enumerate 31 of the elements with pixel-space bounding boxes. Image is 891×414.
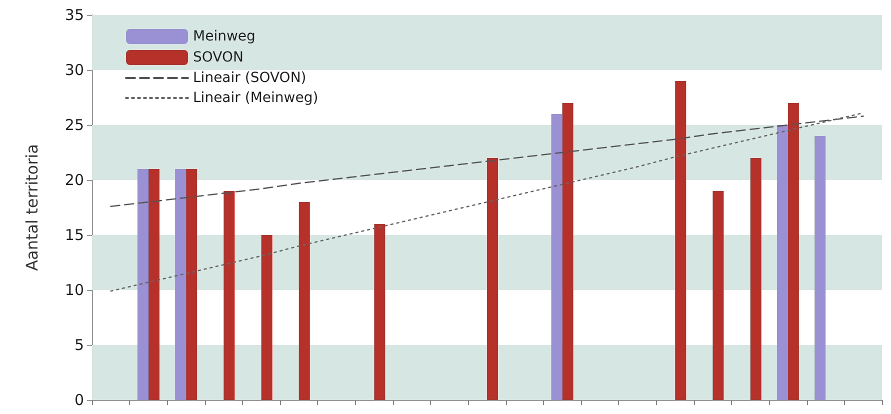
bar — [675, 81, 686, 400]
y-tick-label: 20 — [64, 171, 84, 189]
bar — [261, 235, 272, 400]
bar — [814, 136, 826, 400]
bar — [562, 103, 574, 400]
bar — [788, 103, 799, 400]
y-tick-label: 5 — [74, 336, 84, 354]
bar — [186, 169, 198, 400]
bar — [148, 169, 160, 400]
y-tick-label: 10 — [64, 281, 84, 299]
y-tick-label: 0 — [74, 391, 84, 409]
bar — [298, 202, 310, 400]
y-tick-label: 25 — [64, 116, 84, 134]
bar — [137, 169, 148, 400]
legend-label: Lineair (SOVON) — [193, 70, 306, 86]
bar — [776, 125, 788, 400]
y-tick-label: 35 — [64, 6, 84, 24]
bar — [551, 114, 562, 400]
bar — [712, 191, 724, 400]
bar — [175, 169, 186, 400]
y-tick-label: 15 — [64, 226, 84, 244]
legend-label: Lineair (Meinweg) — [193, 90, 318, 106]
bar — [374, 224, 386, 400]
bar — [487, 158, 498, 400]
line-series — [110, 116, 864, 208]
legend-label: SOVON — [193, 50, 244, 66]
bar — [750, 158, 762, 400]
bar — [224, 191, 235, 400]
y-tick-label: 30 — [64, 61, 84, 79]
legend-label: Meinweg — [193, 28, 256, 44]
y-axis-title: Aantal territoria — [22, 144, 42, 271]
